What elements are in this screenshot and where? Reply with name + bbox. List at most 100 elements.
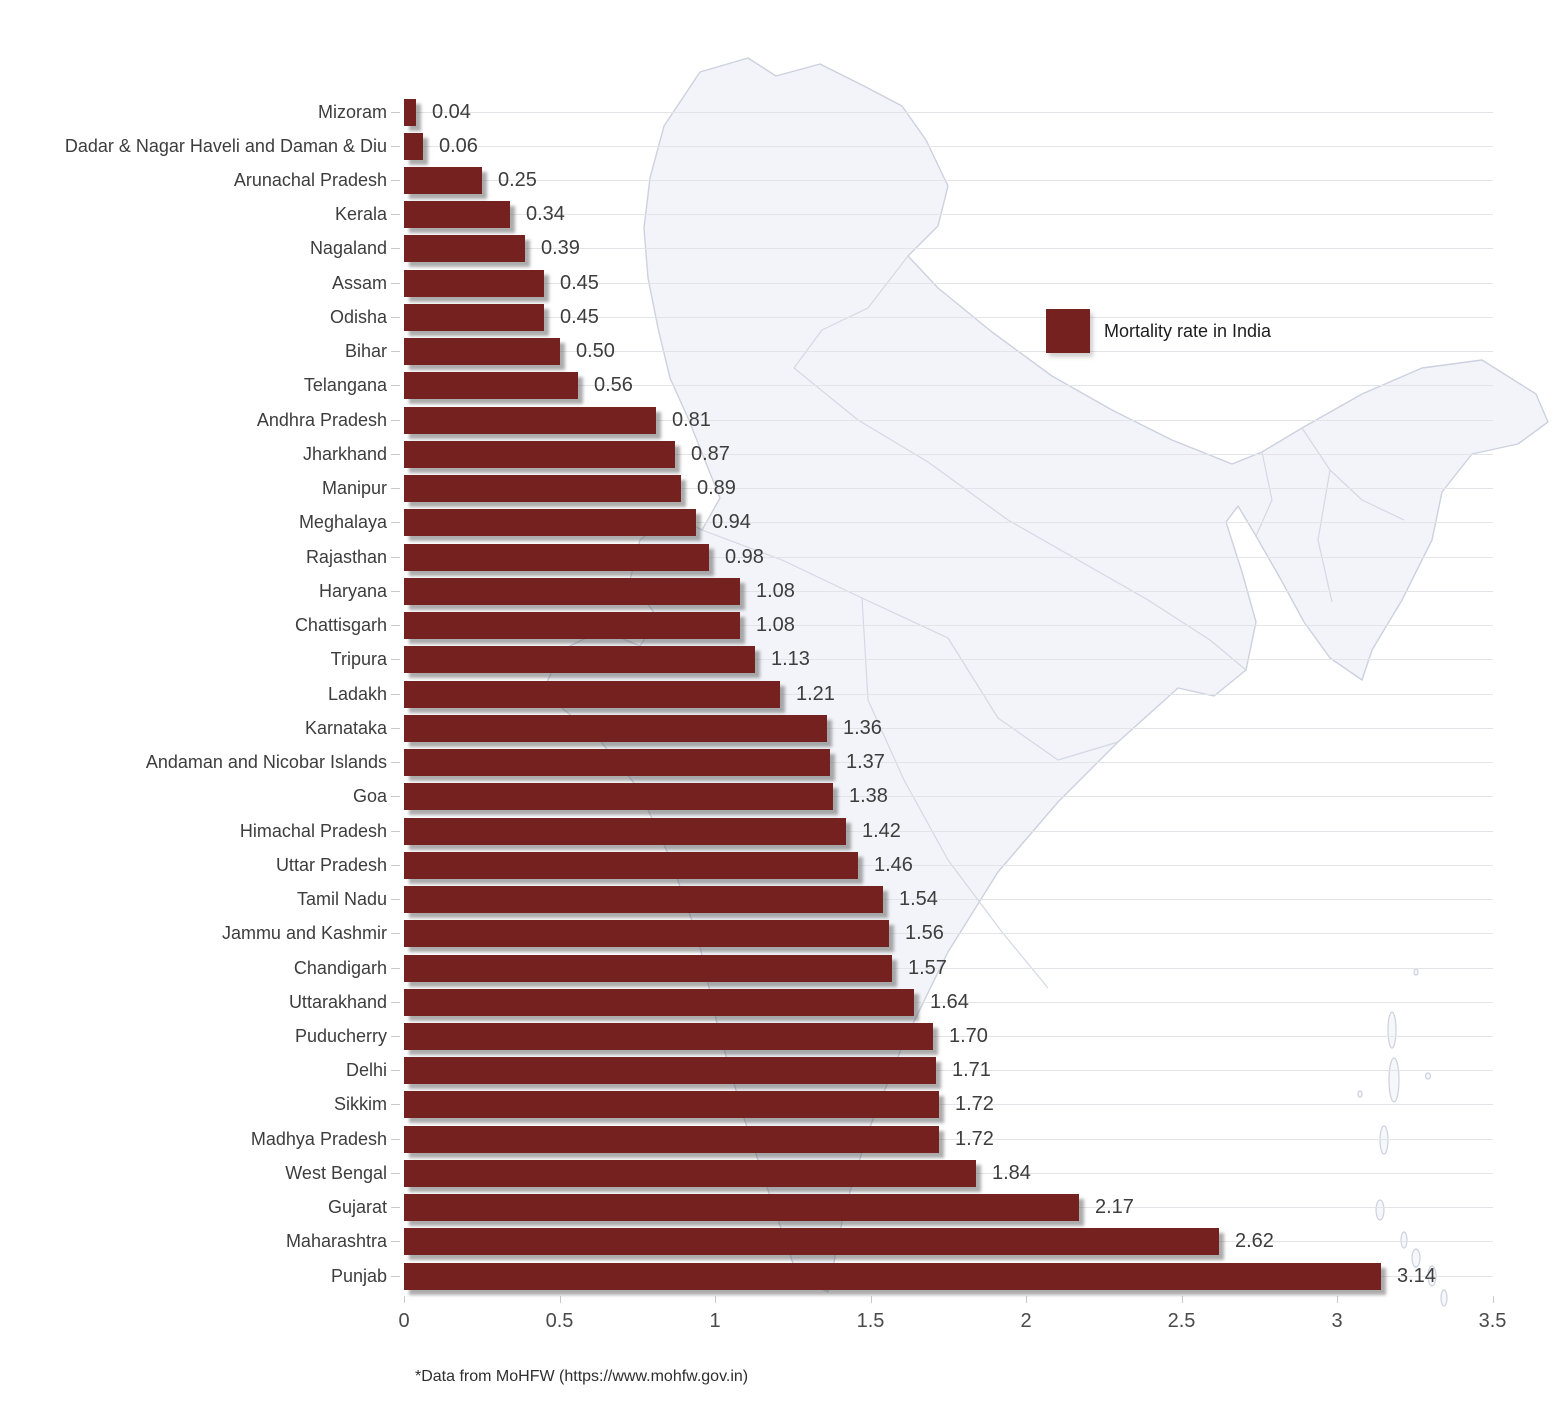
value-label: 1.70 bbox=[949, 1024, 988, 1047]
row-gridline bbox=[404, 1070, 1493, 1072]
row-gridline bbox=[404, 351, 1493, 353]
category-label: Delhi bbox=[345, 1060, 387, 1081]
bar bbox=[404, 98, 416, 126]
value-label: 0.45 bbox=[560, 305, 599, 328]
state-borders bbox=[793, 255, 909, 369]
category-label: Manipur bbox=[321, 478, 387, 499]
category-tick bbox=[391, 1001, 400, 1003]
category-label: Odisha bbox=[329, 306, 387, 327]
legend-label: Mortality rate in India bbox=[1104, 320, 1272, 341]
state-borders bbox=[1317, 469, 1333, 603]
x-axis-tick-label: 0.5 bbox=[545, 1309, 574, 1332]
category-tick bbox=[391, 111, 400, 113]
x-axis-tick-label: 1.5 bbox=[856, 1309, 885, 1332]
category-label: Nagaland bbox=[309, 238, 387, 259]
bar bbox=[404, 338, 560, 366]
category-tick bbox=[391, 145, 400, 147]
category-tick bbox=[391, 248, 400, 250]
category-tick bbox=[391, 1138, 400, 1140]
row-gridline bbox=[404, 145, 1493, 147]
value-label: 1.46 bbox=[874, 853, 913, 876]
category-tick bbox=[391, 316, 400, 318]
x-axis-tick-label: 2 bbox=[1020, 1309, 1032, 1332]
bar bbox=[404, 509, 696, 537]
row-gridline bbox=[404, 659, 1493, 661]
category-tick bbox=[391, 796, 400, 798]
bar bbox=[404, 817, 846, 845]
value-label: 1.71 bbox=[952, 1059, 991, 1082]
bar bbox=[404, 851, 858, 879]
bar bbox=[404, 166, 482, 194]
bar bbox=[404, 920, 889, 948]
row-gridline bbox=[404, 967, 1493, 969]
value-label: 1.54 bbox=[899, 888, 938, 911]
row-gridline bbox=[404, 556, 1493, 558]
bar bbox=[404, 749, 830, 777]
value-label: 1.64 bbox=[930, 990, 969, 1013]
row-gridline bbox=[404, 1035, 1493, 1037]
legend-swatch bbox=[1046, 309, 1090, 353]
x-axis-tick bbox=[559, 1295, 561, 1303]
category-tick bbox=[391, 385, 400, 387]
category-label: Jharkhand bbox=[302, 443, 387, 464]
row-gridline bbox=[404, 590, 1493, 592]
x-axis-tick bbox=[1337, 1295, 1338, 1303]
category-label: Kerala bbox=[334, 204, 387, 225]
category-label: Jammu and Kashmir bbox=[221, 923, 387, 944]
value-label: 1.57 bbox=[908, 956, 947, 979]
category-tick bbox=[391, 967, 400, 969]
row-gridline bbox=[404, 933, 1493, 935]
category-label: Assam bbox=[331, 272, 387, 293]
category-tick bbox=[391, 214, 400, 216]
category-label: Gujarat bbox=[327, 1197, 387, 1218]
category-label: Tripura bbox=[330, 649, 387, 670]
state-borders bbox=[947, 637, 1119, 761]
row-gridline bbox=[404, 899, 1493, 901]
value-label: 1.42 bbox=[862, 819, 901, 842]
value-label: 1.21 bbox=[796, 682, 835, 705]
bar bbox=[404, 475, 681, 503]
row-gridline bbox=[404, 111, 1493, 113]
x-axis-tick bbox=[1181, 1295, 1183, 1303]
value-label: 0.06 bbox=[439, 134, 478, 157]
value-label: 0.94 bbox=[712, 511, 751, 534]
category-label: Arunachal Pradesh bbox=[233, 169, 387, 190]
x-axis-tick bbox=[404, 1295, 405, 1303]
value-label: 0.45 bbox=[560, 271, 599, 294]
category-label: Himachal Pradesh bbox=[239, 820, 387, 841]
state-borders bbox=[701, 529, 949, 639]
value-label: 0.89 bbox=[697, 477, 736, 500]
row-gridline bbox=[404, 625, 1493, 627]
value-label: 1.72 bbox=[955, 1127, 994, 1150]
row-gridline bbox=[404, 385, 1493, 387]
state-borders bbox=[1077, 559, 1247, 671]
category-tick bbox=[391, 693, 400, 695]
bar bbox=[404, 201, 510, 229]
value-label: 0.50 bbox=[576, 340, 615, 363]
x-axis-tick bbox=[870, 1295, 872, 1303]
bar bbox=[404, 988, 914, 1016]
row-gridline bbox=[404, 1138, 1493, 1140]
state-borders bbox=[861, 597, 949, 861]
bar bbox=[404, 886, 883, 914]
row-gridline bbox=[404, 762, 1493, 764]
category-label: Haryana bbox=[318, 580, 387, 601]
category-tick bbox=[391, 590, 400, 592]
category-tick bbox=[391, 659, 400, 661]
category-label: Meghalaya bbox=[298, 512, 387, 533]
category-tick bbox=[391, 1207, 400, 1209]
bar bbox=[404, 372, 578, 400]
category-label: Chattisgarh bbox=[294, 615, 387, 636]
category-tick bbox=[391, 727, 400, 729]
category-tick bbox=[391, 830, 400, 832]
category-tick bbox=[391, 1172, 400, 1174]
category-tick bbox=[391, 282, 400, 284]
bar bbox=[404, 1159, 976, 1187]
value-label: 3.14 bbox=[1397, 1264, 1436, 1287]
x-axis-tick bbox=[715, 1295, 716, 1303]
row-gridline bbox=[404, 796, 1493, 798]
category-label: Telangana bbox=[303, 375, 387, 396]
andaman-nicobar-islands bbox=[1357, 968, 1448, 1307]
bar bbox=[404, 646, 755, 674]
